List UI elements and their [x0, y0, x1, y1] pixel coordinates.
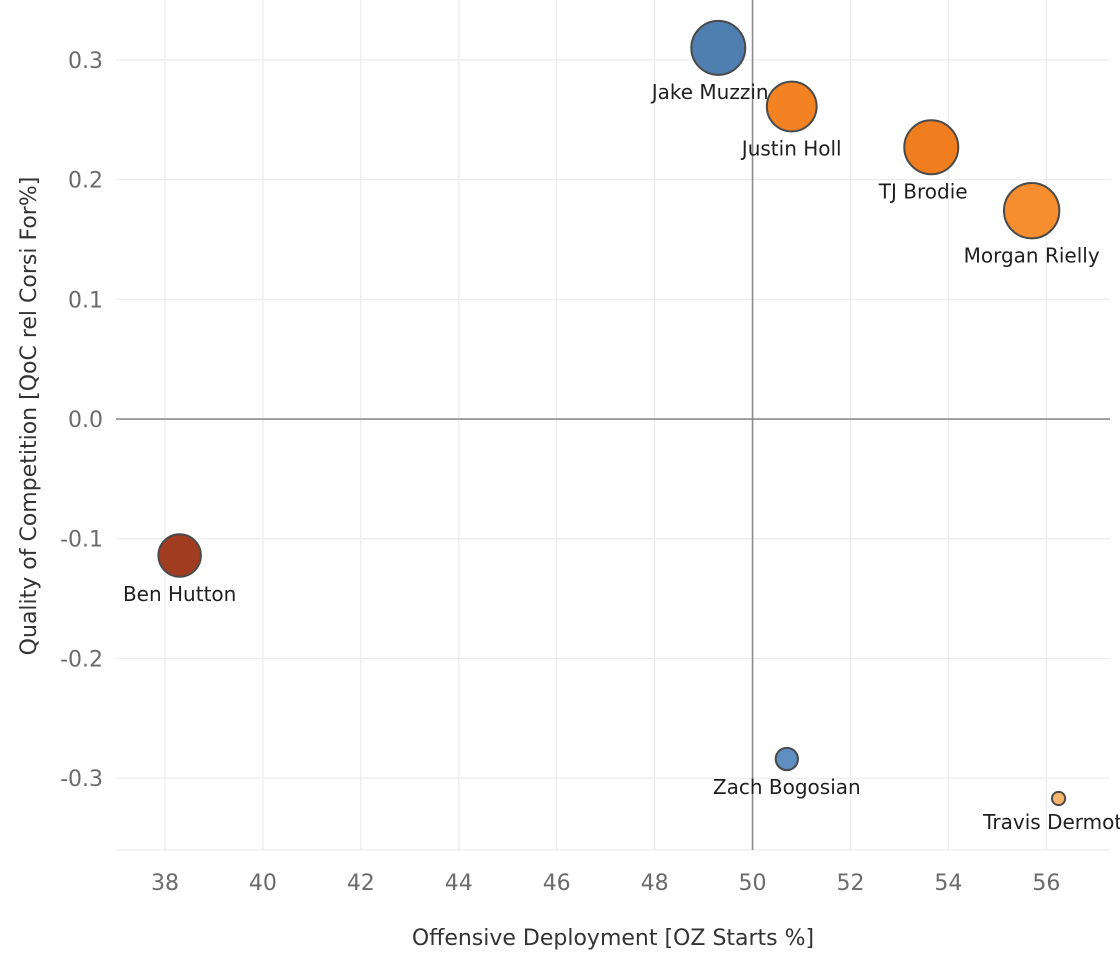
y-axis-title: Quality of Competition [QoC rel Corsi Fo…	[17, 177, 42, 656]
x-tick-label: 54	[934, 871, 962, 896]
point-label: TJ Brodie	[878, 179, 968, 203]
y-tick-label: 0.2	[68, 169, 103, 194]
x-tick-label: 40	[249, 871, 277, 896]
point-label: Ben Hutton	[123, 582, 236, 606]
x-axis-title: Offensive Deployment [OZ Starts %]	[412, 926, 814, 951]
x-tick-label: 42	[347, 871, 375, 896]
data-points	[157, 19, 1067, 807]
point-label: Jake Muzzin	[650, 80, 769, 104]
point-label: Travis Dermott	[982, 810, 1120, 834]
bubble-morgan-rielly	[1002, 182, 1061, 240]
y-axis-ticks: -0.3 -0.2 -0.1 0.0 0.1 0.2 0.3	[60, 49, 103, 792]
x-tick-label: 38	[151, 871, 179, 896]
x-tick-label: 50	[739, 871, 767, 896]
y-tick-label: 0.3	[68, 49, 103, 74]
x-tick-label: 44	[445, 871, 473, 896]
x-tick-label: 52	[836, 871, 864, 896]
bubble-justin-holl	[765, 80, 818, 133]
y-tick-label: 0.1	[68, 288, 103, 313]
x-tick-label: 56	[1032, 871, 1060, 896]
y-tick-label: -0.2	[60, 647, 103, 672]
reference-lines	[116, 0, 1110, 850]
x-axis-ticks: 38 40 42 44 46 48 50 52 54 56	[151, 871, 1060, 896]
x-tick-label: 48	[641, 871, 669, 896]
y-tick-label: 0.0	[68, 408, 103, 433]
y-tick-label: -0.3	[60, 767, 103, 792]
y-tick-label: -0.1	[60, 528, 103, 553]
bubble-travis-dermott	[1050, 790, 1067, 807]
bubble-ben-hutton	[157, 533, 202, 578]
bubble-zach-bogosian	[774, 746, 799, 772]
bubble-jake-muzzin	[690, 19, 747, 76]
point-label: Justin Holl	[740, 136, 842, 160]
point-labels: Jake Muzzin Justin Holl TJ Brodie Morgan Ri…	[123, 80, 1120, 834]
point-label: Zach Bogosian	[713, 775, 861, 799]
x-tick-label: 46	[543, 871, 571, 896]
point-label: Morgan Rielly	[964, 243, 1100, 267]
bubble-tj-brodie	[903, 119, 960, 176]
